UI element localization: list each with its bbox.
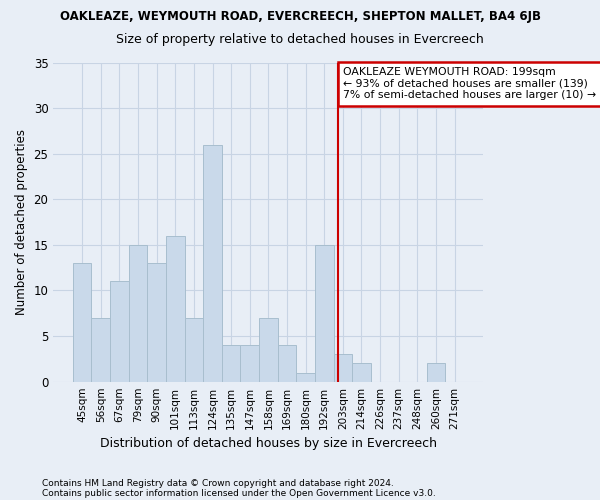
Text: Contains public sector information licensed under the Open Government Licence v3: Contains public sector information licen… [42,488,436,498]
Bar [352,364,371,382]
Text: Size of property relative to detached houses in Evercreech: Size of property relative to detached ho… [116,32,484,46]
Bar [222,345,241,382]
Bar [129,245,148,382]
Bar [278,345,296,382]
Bar [203,144,222,382]
Text: OAKLEAZE WEYMOUTH ROAD: 199sqm
← 93% of detached houses are smaller (139)
7% of : OAKLEAZE WEYMOUTH ROAD: 199sqm ← 93% of … [343,67,596,100]
X-axis label: Distribution of detached houses by size in Evercreech: Distribution of detached houses by size … [100,437,437,450]
Bar [185,318,203,382]
Y-axis label: Number of detached properties: Number of detached properties [15,129,28,315]
Text: OAKLEAZE, WEYMOUTH ROAD, EVERCREECH, SHEPTON MALLET, BA4 6JB: OAKLEAZE, WEYMOUTH ROAD, EVERCREECH, SHE… [59,10,541,23]
Bar [110,282,129,382]
Bar [427,364,445,382]
Bar [334,354,352,382]
Text: Contains HM Land Registry data © Crown copyright and database right 2024.: Contains HM Land Registry data © Crown c… [42,478,394,488]
Bar [148,263,166,382]
Bar [241,345,259,382]
Bar [166,236,185,382]
Bar [91,318,110,382]
Bar [315,245,334,382]
Bar [296,372,315,382]
Bar [73,263,91,382]
Bar [259,318,278,382]
